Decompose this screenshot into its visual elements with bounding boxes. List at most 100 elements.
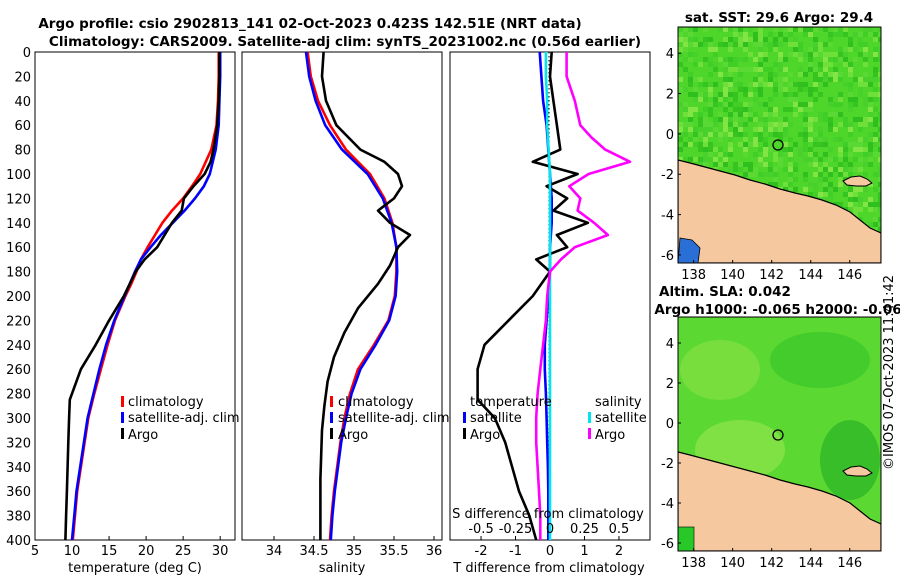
x-tick-label: 5 xyxy=(31,544,39,559)
sst-cell xyxy=(818,67,823,72)
sst-cell xyxy=(843,167,848,172)
sst-cell xyxy=(768,82,773,87)
sst-cell xyxy=(808,107,813,112)
sla-patch-1 xyxy=(680,340,760,400)
sst-cell xyxy=(728,152,733,157)
salinity-panel: 34 34.5 35 35.5 36 salinity climatology sate… xyxy=(241,51,450,576)
x-tick-label: 20 xyxy=(138,544,155,559)
sst-cell xyxy=(728,37,733,42)
sst-cell xyxy=(738,167,743,172)
sst-cell xyxy=(733,67,738,72)
sst-cell xyxy=(878,57,881,62)
sst-cell xyxy=(788,92,793,97)
legend-satellite-label: satellite-adj. clim xyxy=(128,411,240,426)
sst-cell xyxy=(723,157,728,162)
sst-cell xyxy=(718,27,723,32)
sst-cell xyxy=(688,32,693,37)
sst-cell xyxy=(683,107,688,112)
s-difference-label: S difference from climatology xyxy=(452,507,644,522)
sst-cell xyxy=(763,117,768,122)
sst-cell xyxy=(733,102,738,107)
sst-cell xyxy=(693,142,698,147)
sst-cell xyxy=(738,42,743,47)
sst-cell xyxy=(788,32,793,37)
sst-cell xyxy=(773,92,778,97)
map-y-tick-label: -6 xyxy=(661,249,674,264)
sst-cell xyxy=(823,187,828,192)
sst-cell xyxy=(818,127,823,132)
sst-cell xyxy=(828,72,833,77)
sst-cell xyxy=(678,52,683,57)
sst-cell xyxy=(858,77,863,82)
sst-cell xyxy=(753,132,758,137)
sst-cell xyxy=(763,57,768,62)
sst-cell xyxy=(703,157,708,162)
sst-cell xyxy=(858,197,863,202)
sst-cell xyxy=(793,187,798,192)
sst-cell xyxy=(678,157,683,162)
sst-cell xyxy=(803,127,808,132)
sst-cell xyxy=(823,42,828,47)
sst-cell xyxy=(863,117,868,122)
sst-cell xyxy=(848,197,853,202)
sst-cell xyxy=(763,147,768,152)
sst-cell xyxy=(768,97,773,102)
sst-cell xyxy=(708,142,713,147)
sst-cell xyxy=(828,127,833,132)
sst-cell xyxy=(873,92,878,97)
sst-cell xyxy=(843,192,848,197)
depth-tick-label: 140 xyxy=(6,217,31,232)
sst-cell xyxy=(803,82,808,87)
sst-cell xyxy=(803,32,808,37)
map-x-tick-label: 146 xyxy=(837,556,862,571)
sst-cell xyxy=(798,132,803,137)
sst-cell xyxy=(758,27,763,32)
sst-cell xyxy=(763,137,768,142)
sst-cell xyxy=(813,52,818,57)
sst-cell xyxy=(858,207,863,212)
sst-cell xyxy=(708,112,713,117)
sst-cell xyxy=(773,167,778,172)
sst-cell xyxy=(703,42,708,47)
sst-cell xyxy=(718,132,723,137)
sst-cell xyxy=(873,67,878,72)
sst-cell xyxy=(733,122,738,127)
sst-cell xyxy=(848,92,853,97)
sst-cell xyxy=(848,102,853,107)
sst-cell xyxy=(788,82,793,87)
sst-cell xyxy=(848,67,853,72)
difference-lines xyxy=(476,52,632,540)
sst-cell xyxy=(688,77,693,82)
sst-cell xyxy=(683,67,688,72)
sst-cell xyxy=(843,157,848,162)
sla-map-panel: Altim. SLA: 0.042 Argo h1000: -0.065 h20… xyxy=(654,284,900,571)
sst-cell xyxy=(763,152,768,157)
legend-argo-label: Argo xyxy=(128,428,158,443)
sst-cell xyxy=(808,102,813,107)
sst-cell xyxy=(823,57,828,62)
sst-cell xyxy=(728,92,733,97)
sst-cell xyxy=(878,147,881,152)
sst-cell xyxy=(803,142,808,147)
sst-cell xyxy=(693,127,698,132)
sst-cell xyxy=(863,27,868,32)
sst-cell xyxy=(808,117,813,122)
sst-cell xyxy=(813,37,818,42)
sst-cell xyxy=(823,82,828,87)
sst-cell xyxy=(828,192,833,197)
sst-cell xyxy=(728,117,733,122)
legend-climatology-swatch xyxy=(330,396,333,407)
sst-cell xyxy=(718,147,723,152)
sst-cell xyxy=(788,162,793,167)
sst-cell xyxy=(683,157,688,162)
sst-cell xyxy=(758,87,763,92)
sst-cell xyxy=(738,67,743,72)
sst-cell xyxy=(748,52,753,57)
sst-cell xyxy=(743,57,748,62)
sst-cell xyxy=(828,102,833,107)
sst-cell xyxy=(773,172,778,177)
sst-cell xyxy=(688,137,693,142)
sst-cell xyxy=(863,97,868,102)
sst-cell xyxy=(828,182,833,187)
